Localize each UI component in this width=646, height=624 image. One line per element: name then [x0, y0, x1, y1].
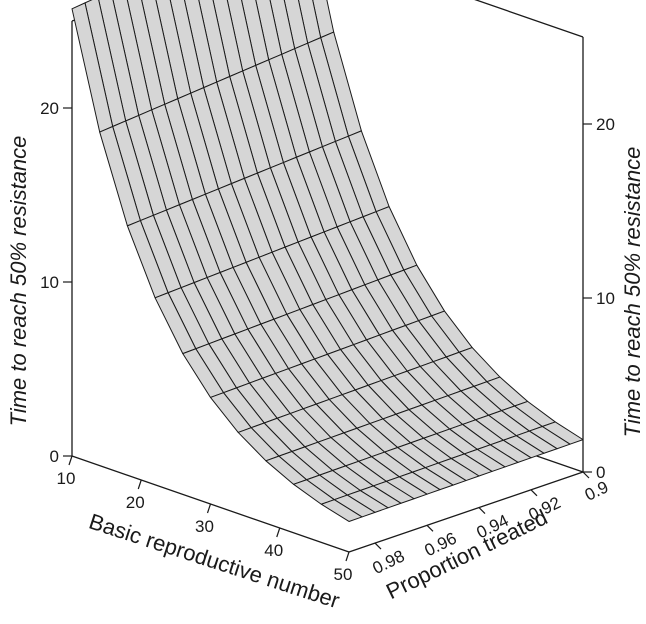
z-tick-label-right: 0	[596, 463, 605, 482]
x-tick	[206, 503, 212, 514]
z-tick-label-left: 20	[40, 99, 59, 118]
y-tick	[374, 542, 382, 550]
x-tick	[276, 527, 281, 538]
x-axis-title: Basic reproductive number	[86, 509, 343, 614]
y-tick	[530, 489, 538, 497]
z-axis-title-left: Time to reach 50% resistance	[6, 136, 31, 427]
z-tick-label-right: 20	[596, 115, 615, 134]
z-tick-label-right: 10	[596, 289, 615, 308]
box-edge-top-right	[474, 0, 584, 38]
box-edge-floor-right	[348, 471, 584, 553]
y-tick	[582, 471, 590, 479]
x-tick-label: 20	[126, 493, 145, 512]
y-axis-title: Proportion treated	[382, 504, 551, 604]
z-axis-title-right: Time to reach 50% resistance	[620, 147, 645, 438]
x-tick-label: 50	[334, 565, 353, 584]
x-tick-label: 10	[57, 469, 76, 488]
surface-cell	[320, 499, 363, 522]
x-tick	[345, 551, 350, 562]
z-tick-label-left: 10	[40, 273, 59, 292]
surface-mesh	[71, 0, 584, 522]
z-tick-label-left: 0	[50, 447, 59, 466]
x-tick-label: 30	[195, 517, 214, 536]
y-tick	[478, 507, 486, 514]
x-tick-label: 40	[264, 541, 283, 560]
x-tick	[137, 479, 142, 490]
y-tick	[426, 524, 434, 532]
x-tick	[68, 455, 73, 466]
